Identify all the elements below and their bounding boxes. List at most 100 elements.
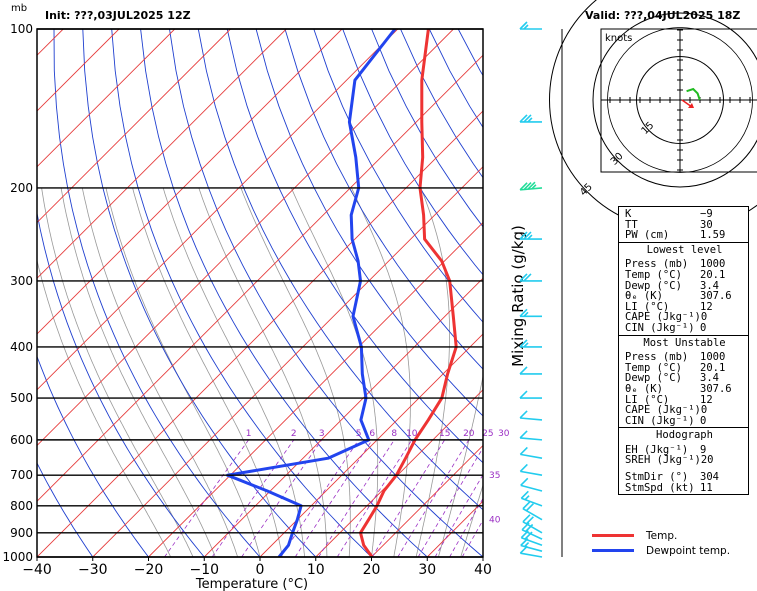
barb-flag <box>520 490 529 499</box>
barb-shaft <box>522 508 543 521</box>
mixing-ratio-tick-label: 25 <box>482 429 493 439</box>
mixing-ratio-tick-label: 6 <box>369 429 375 439</box>
wind-barb <box>519 308 542 318</box>
barb-half-flag <box>524 541 530 548</box>
temperature-tick-label: −20 <box>134 562 164 578</box>
pressure-tick-label: 600 <box>10 433 33 447</box>
barb-shaft <box>520 552 543 558</box>
isotherm-line <box>37 110 483 557</box>
index-value: 304 <box>700 471 719 484</box>
mixing-ratio-tick-label: 30 <box>498 429 510 439</box>
barb-flag <box>525 516 534 525</box>
legend-swatch <box>592 534 634 537</box>
index-value: 11 <box>700 481 713 494</box>
index-value: 1.59 <box>700 229 726 242</box>
isotherm-line <box>37 29 287 279</box>
isotherm-line <box>37 29 231 224</box>
index-label: Temp (°C) <box>625 268 682 281</box>
index-label: CAPE (Jkg⁻¹) <box>625 311 701 324</box>
index-row: EH (Jkg⁻¹) 9 <box>625 445 744 456</box>
index-value: 3.4 <box>700 279 719 292</box>
barb-flag <box>519 21 528 30</box>
wind-barb <box>519 181 543 191</box>
stability-indices-panel: K −9 TT 30 PW (cm) 1.59 Lowest level Press (m… <box>618 206 749 496</box>
index-row: StmDir (°) 304 <box>625 472 744 483</box>
dry-adiabat-line <box>313 29 483 323</box>
section-title: Most Unstable <box>643 336 726 349</box>
wind-barb <box>519 366 542 375</box>
legend-label: Temp. <box>646 529 678 542</box>
index-row: CIN (Jkg⁻¹) 0 <box>625 416 744 427</box>
section-title: Hodograph <box>656 429 713 442</box>
barb-half-flag <box>523 342 529 348</box>
storm-motion-arrowhead <box>688 103 694 108</box>
mixing-ratio-tick-label: 3 <box>319 429 325 439</box>
init-time: Init: ???,03JUL2025 12Z <box>45 9 191 22</box>
index-label: Press (mb) <box>625 351 689 364</box>
barb-flag <box>523 181 532 191</box>
pressure-tick-label: 200 <box>10 181 33 195</box>
index-row: StmSpd (kt) 11 <box>625 483 744 494</box>
temperature-tick-label: 40 <box>474 562 492 578</box>
index-value: 0 <box>700 414 707 427</box>
index-value: 30 <box>700 218 713 231</box>
temperature-tick-label: 0 <box>256 562 265 578</box>
pressure-tick-label: 900 <box>10 526 33 540</box>
index-value: 12 <box>700 300 713 313</box>
index-row: θₑ (K) 307.6 <box>625 291 744 302</box>
wind-barb <box>519 430 543 441</box>
wind-barb <box>519 114 542 123</box>
pressure-tick-label: 100 <box>10 22 33 36</box>
index-row: Press (mb) 1000 <box>625 352 744 363</box>
wind-barbs <box>519 21 543 558</box>
isotherm-line <box>148 221 483 557</box>
barb-half-flag <box>523 311 529 317</box>
legend-item-dewp: Dewpoint temp. <box>592 543 730 558</box>
index-row: TT 30 <box>625 218 744 231</box>
temp-profile-line <box>359 29 458 557</box>
barb-shaft <box>522 521 543 534</box>
moist-adiabat-line <box>351 187 411 557</box>
dry-adiabat-line <box>284 29 483 370</box>
isotherm-line <box>315 389 483 557</box>
pressure-tick-label: 800 <box>10 499 33 513</box>
barb-flag <box>523 273 532 282</box>
moist-adiabat-line <box>290 187 379 557</box>
mixing-ratio-line <box>461 519 483 557</box>
barb-flag <box>523 231 532 240</box>
index-row: θₑ (K) 307.6 <box>625 384 744 395</box>
dry-adiabat-line <box>82 29 317 557</box>
section-title: Lowest level <box>646 243 723 256</box>
mixing-ratio-line <box>280 439 359 557</box>
index-row: Dewp (°C) 3.4 <box>625 373 744 384</box>
moist-adiabat-line <box>41 187 194 557</box>
index-value: 9 <box>700 443 707 456</box>
index-value: 307.6 <box>700 382 732 395</box>
index-value: 20 <box>700 454 714 467</box>
temperature-tick-label: −10 <box>189 562 219 578</box>
dry-adiabat-line <box>197 29 483 511</box>
temperature-tick-label: 20 <box>363 562 381 578</box>
index-label: K <box>625 208 632 220</box>
mixing-ratio-tick-label: 40 <box>489 516 501 526</box>
barb-shaft <box>520 470 543 476</box>
dry-adiabat-line <box>140 29 428 557</box>
index-row: LI (°C) 12 <box>625 394 744 406</box>
pressure-unit-label: mb <box>11 3 27 14</box>
barb-flag <box>519 308 528 317</box>
barb-flag <box>519 114 528 123</box>
index-label: θₑ (K) <box>625 290 663 303</box>
index-label: CIN (Jkg⁻¹) <box>625 321 695 334</box>
dry-adiabat-line <box>111 29 372 557</box>
wind-barb <box>519 231 542 240</box>
legend-label: Dewpoint temp. <box>646 544 731 557</box>
barb-shaft <box>520 453 543 460</box>
index-value: 307.6 <box>700 290 732 303</box>
index-label: StmDir (°) <box>625 471 689 484</box>
wind-barb <box>519 390 542 399</box>
barb-flag <box>527 181 536 190</box>
index-row: Press (mb) 1000 <box>625 259 744 270</box>
isotherm-line <box>37 29 343 335</box>
